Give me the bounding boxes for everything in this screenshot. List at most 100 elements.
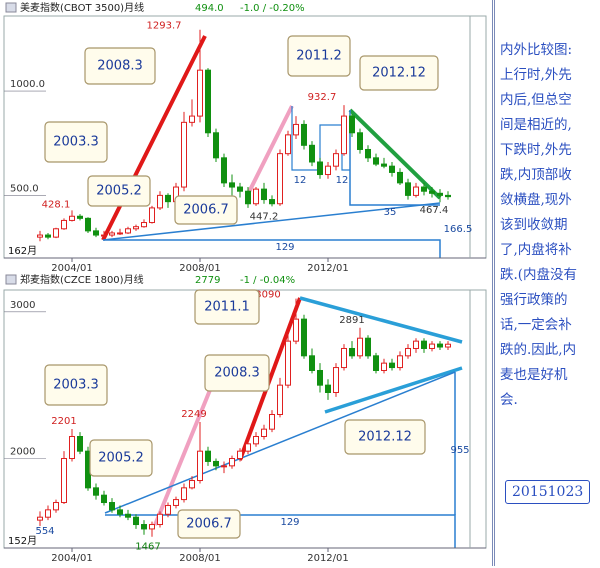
note-panel: 内外比较图: 上行时,外先 内后,但总空 间是相近的, 下跌时,外先 跌,内顶部收 敛横盘,… xyxy=(492,0,600,566)
callout-text: 2008.3 xyxy=(97,59,143,74)
candle-body xyxy=(77,215,83,219)
candle-body xyxy=(317,161,323,176)
candle-body xyxy=(181,121,187,188)
header-icon xyxy=(5,274,17,285)
candle-body xyxy=(53,228,59,238)
candle-body xyxy=(261,188,267,201)
candle-body xyxy=(269,413,275,430)
candle-body xyxy=(285,340,291,386)
note-line: 强行政策的 xyxy=(500,292,568,308)
candle-body xyxy=(293,123,299,136)
candle-body xyxy=(221,465,227,468)
candle-body xyxy=(205,69,211,134)
candle-body xyxy=(365,337,371,357)
candle-body xyxy=(421,186,427,192)
price-label: 2201 xyxy=(51,416,76,427)
note-line: 内后,但总空 xyxy=(500,92,572,108)
note-line: 下跌时,外先 xyxy=(500,142,572,158)
note-line: 话,一定会补 xyxy=(500,317,572,333)
candle-body xyxy=(437,192,443,196)
candle-body xyxy=(237,450,243,460)
price-label: 2891 xyxy=(339,315,364,326)
note-line: 内外比较图: xyxy=(500,42,573,58)
candle-body xyxy=(405,182,411,196)
last-price: 2779 xyxy=(195,275,220,286)
candle-body xyxy=(37,516,43,521)
candle-body xyxy=(341,347,347,369)
candle-body xyxy=(157,513,163,526)
candle-body xyxy=(189,115,195,123)
candle-body xyxy=(61,458,67,504)
callout-box xyxy=(287,35,351,77)
candle-body xyxy=(325,165,331,176)
candle-body xyxy=(413,186,419,196)
annotation-text: 955 xyxy=(450,445,469,456)
period-label: 162月 xyxy=(8,245,37,257)
candle-body xyxy=(213,460,219,467)
candle-body xyxy=(117,232,123,235)
candle-body xyxy=(237,186,243,192)
y-tick-label: 1000.0 xyxy=(10,79,45,90)
x-tick-label: 2012/01 xyxy=(307,263,349,274)
candle-body xyxy=(189,480,195,489)
callout-text: 2011.2 xyxy=(296,49,342,64)
note-line: 了,内盘将补 xyxy=(500,242,572,258)
candle-body xyxy=(157,194,163,209)
price-label: 428.1 xyxy=(42,199,71,210)
candle-body xyxy=(85,217,91,232)
callout-box xyxy=(84,47,156,85)
candle-body xyxy=(77,436,83,452)
candle-body xyxy=(333,153,339,167)
candle-body xyxy=(125,513,131,518)
candle-body xyxy=(389,362,395,369)
annotation-text: 129 xyxy=(280,517,299,528)
candle-body xyxy=(397,355,403,369)
candle-body xyxy=(53,502,59,511)
candle-body xyxy=(253,188,259,205)
candle-body xyxy=(357,337,363,357)
candle-body xyxy=(301,318,307,357)
price-label: 1467 xyxy=(135,542,160,553)
candle-body xyxy=(141,222,147,228)
candle-body xyxy=(165,194,171,203)
x-tick-label: 2004/01 xyxy=(51,263,93,274)
callout-text: 2011.1 xyxy=(204,300,250,315)
annotation-text: 129 xyxy=(275,242,294,253)
callout-box xyxy=(204,354,270,392)
candle-body xyxy=(109,232,115,236)
drawings-top xyxy=(101,35,442,258)
candle-body xyxy=(349,115,355,134)
price-change: -1 / -0.04% xyxy=(240,275,295,286)
charts: 美麦指数(CBOT 3500)月线 494.0 -1.0 / -0.20% 500.0… xyxy=(3,1,487,564)
candle-body xyxy=(45,509,51,518)
candle-body xyxy=(373,355,379,371)
callout-box xyxy=(177,509,241,539)
note-line: 敛横盘,现外 xyxy=(500,192,572,208)
candle-body xyxy=(229,458,235,467)
candle-body xyxy=(373,157,379,165)
note-line: 该到收敛期 xyxy=(500,217,568,233)
x-tick-label: 2012/01 xyxy=(307,553,349,564)
note-line: 跌.(内盘没有 xyxy=(500,267,578,283)
candle-body xyxy=(45,234,51,238)
annotation-text: 554 xyxy=(35,526,54,537)
candle-body xyxy=(277,153,283,205)
candle-body xyxy=(149,524,155,530)
drawings-bottom xyxy=(104,296,463,548)
candle-body xyxy=(445,343,451,348)
period-label: 152月 xyxy=(8,535,37,547)
candle-body xyxy=(397,171,403,184)
candle-body xyxy=(389,165,395,173)
callout-text: 2006.7 xyxy=(183,203,229,218)
candle-body xyxy=(325,384,331,393)
callout-text: 2012.12 xyxy=(358,430,412,445)
candle-body xyxy=(93,487,99,496)
candle-body xyxy=(429,343,435,349)
chart-title: 美麦指数(CBOT 3500)月线 xyxy=(20,1,144,14)
annotation-text: 35 xyxy=(384,207,397,218)
price-label: 2249 xyxy=(181,409,206,420)
callout-text: 2005.2 xyxy=(98,451,144,466)
candle-body xyxy=(133,226,139,230)
x-tick-label: 2004/01 xyxy=(51,553,93,564)
